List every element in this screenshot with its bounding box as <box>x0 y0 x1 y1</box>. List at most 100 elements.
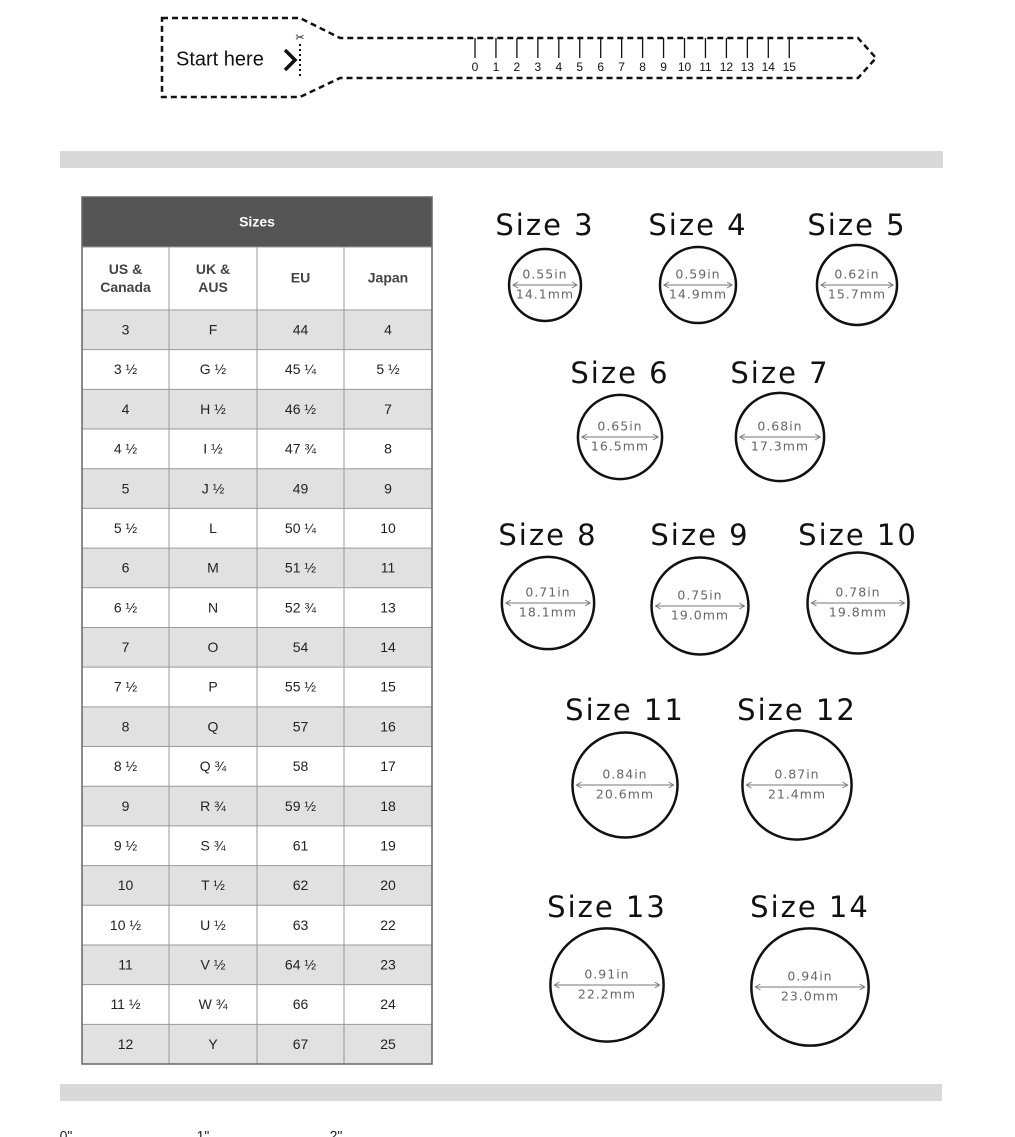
arrow-head <box>745 781 752 789</box>
arrow-head <box>842 781 849 789</box>
cell: 9 <box>122 798 130 814</box>
cell: J ½ <box>202 480 225 496</box>
divider <box>60 1084 942 1101</box>
arrow-head <box>663 281 670 289</box>
ruler-label: Start here <box>176 48 264 70</box>
arrow-head <box>726 281 733 289</box>
cell: 59 ½ <box>285 798 316 814</box>
ring-title: Size 8 <box>498 518 597 552</box>
bottom-ruler-label: 2" <box>330 1128 343 1137</box>
cell: 13 <box>380 599 396 615</box>
cell: 51 ½ <box>285 560 316 576</box>
cell: Y <box>208 1036 218 1052</box>
cell: 16 <box>380 718 396 734</box>
arrow-head <box>887 281 895 289</box>
cell: 7 <box>122 639 130 655</box>
ring-title: Size 9 <box>650 518 749 552</box>
ruler-number: 13 <box>741 60 755 74</box>
cell: 9 <box>384 480 392 496</box>
scissors-icon: ✂ <box>295 32 304 44</box>
cell: Q ¾ <box>200 758 227 774</box>
arrow-head <box>754 983 761 991</box>
cell: O <box>208 639 219 655</box>
column-header: Japan <box>368 270 408 286</box>
arrow-head <box>580 433 588 441</box>
cell: 3 <box>122 322 130 338</box>
cell: 58 <box>293 758 309 774</box>
ruler-marks: 0 1 2 3 4 5 6 7 8 9 10 11 12 13 14 15 <box>472 38 797 74</box>
ring-title: Size 7 <box>730 356 829 390</box>
cell: 17 <box>380 758 396 774</box>
cell: T ½ <box>201 877 225 893</box>
ring-mm: 22.2mm <box>578 987 636 1002</box>
chevron <box>283 48 298 72</box>
cell: 44 <box>293 322 309 338</box>
ring-mm: 15.7mm <box>828 287 886 302</box>
ring-inches: 0.91in <box>584 967 629 982</box>
cell: 67 <box>293 1036 309 1052</box>
ring-mm: 20.6mm <box>596 787 654 802</box>
cell: I ½ <box>203 441 223 457</box>
ring-mm: 16.5mm <box>591 439 649 454</box>
ruler-number: 7 <box>618 60 625 74</box>
cell: N <box>208 599 218 615</box>
ring-inches: 0.71in <box>525 585 570 600</box>
bottom-ruler-label: 1" <box>197 1128 210 1137</box>
ring-mm: 18.1mm <box>519 605 577 620</box>
ruler-number: 3 <box>535 60 542 74</box>
divider <box>60 151 943 168</box>
cell: 12 <box>118 1036 134 1052</box>
arrow-head <box>504 599 512 607</box>
arrow-head <box>668 781 675 789</box>
ring-inches: 0.87in <box>774 767 819 782</box>
cell: 55 ½ <box>285 679 316 695</box>
cell: 5 <box>122 480 130 496</box>
ruler-number: 1 <box>493 60 500 74</box>
cell: F <box>209 322 218 338</box>
cell: 11 ½ <box>110 996 140 1012</box>
arrow-head <box>584 599 592 607</box>
cell: R ¾ <box>200 798 226 814</box>
cell: 14 <box>380 639 396 655</box>
ring-mm: 19.0mm <box>671 608 729 623</box>
ring-title: Size 10 <box>798 518 918 552</box>
ring-title: Size 11 <box>565 693 685 727</box>
cell: 50 ¼ <box>285 520 316 536</box>
arrow-head <box>654 981 661 989</box>
cell: 11 <box>381 560 396 576</box>
column-header: UK & AUS <box>196 261 230 295</box>
ring-title: Size 14 <box>750 890 870 924</box>
cell: 5 ½ <box>376 361 400 377</box>
arrow-head <box>654 602 661 610</box>
column-header: EU <box>291 270 310 286</box>
cell: 52 ¾ <box>285 599 316 615</box>
cell: 24 <box>380 996 396 1012</box>
ring-inches: 0.65in <box>597 419 642 434</box>
cell: S ¾ <box>201 837 226 853</box>
cell: 64 ½ <box>285 956 316 972</box>
cell: 22 <box>380 917 396 933</box>
table-border <box>81 196 433 1065</box>
arrow-head <box>575 781 582 789</box>
cell: 3 ½ <box>114 361 138 377</box>
arrow-head <box>553 981 560 989</box>
cell: 10 ½ <box>110 917 141 933</box>
cell: 46 ½ <box>285 401 316 417</box>
ring-mm: 19.8mm <box>829 605 887 620</box>
ring-mm: 14.9mm <box>669 287 727 302</box>
cell: V ½ <box>201 956 226 972</box>
cell: 25 <box>380 1036 396 1052</box>
ring-inches: 0.59in <box>675 267 720 282</box>
ring-inches: 0.62in <box>834 267 879 282</box>
cell: 6 ½ <box>114 599 138 615</box>
cell: 66 <box>293 996 309 1012</box>
cell: G ½ <box>200 361 227 377</box>
cell: 9 ½ <box>114 837 138 853</box>
arrow-head <box>810 599 817 607</box>
ruler-number: 15 <box>783 60 797 74</box>
cell: P <box>208 679 217 695</box>
cell: Q <box>208 718 219 734</box>
cell: 15 <box>380 679 396 695</box>
